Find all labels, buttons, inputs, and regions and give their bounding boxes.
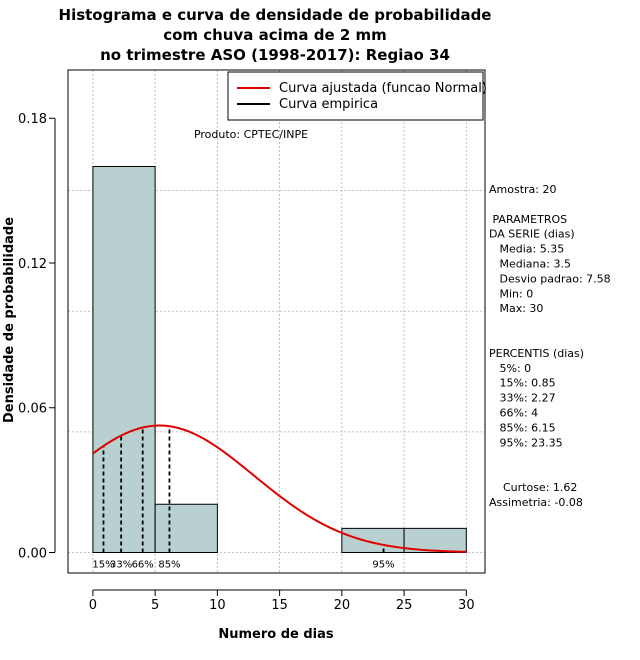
percentile-label-1: 33% [110,559,132,570]
histogram-bar-0 [92,165,156,553]
legend-box [227,71,484,121]
x-tick-label-4: 20 [334,598,351,613]
chart-title-line-2: com chuva acima de 2 mm [163,26,387,44]
side-annotation-12: 5%: 0 [489,362,531,375]
product-credit: Produto: CPTEC/INPE [194,128,308,141]
side-annotation-20: Curtose: 1.62 [489,481,577,494]
legend-label-fitted: Curva ajustada (funcao Normal) [279,81,487,96]
side-annotation-8: Max: 30 [489,302,543,315]
side-annotation-21: Assimetria: -0.08 [489,496,583,509]
histogram-bar-1 [154,503,218,553]
axes-layer: 0 5 10 15 20 25 30 0.00 0.06 0.12 0.18 [18,112,475,613]
side-annotation-4: Media: 5.35 [489,243,564,256]
histogram-bar-4 [341,527,405,553]
histogram-bar-5 [403,527,467,553]
side-annotation-2: PARAMETROS [489,213,567,226]
x-tick-label-5: 25 [396,598,413,613]
y-axis-label: Densidade de probabilidade [2,217,17,423]
y-tick-label-0: 0.00 [18,546,47,561]
legend-label-empirical: Curva empirica [279,97,378,112]
side-annotation-14: 33%: 2.27 [489,392,556,405]
fitted-curve-line [92,424,467,553]
side-annotations: Amostra: 20 PARAMETROS DA SERIE (dias) Me… [489,183,611,509]
chart-title-line-1: Histograma e curva de densidade de proba… [59,6,492,24]
percentile-label-0: 15% [92,559,114,570]
y-tick-label-2: 0.12 [18,257,47,272]
side-annotation-7: Min: 0 [489,287,533,300]
side-annotation-13: 15%: 0.85 [489,377,556,390]
percentile-label-4: 95% [372,559,394,570]
chart-title-line-3: no trimestre ASO (1998-2017): Regiao 34 [100,46,450,64]
side-annotation-5: Mediana: 3.5 [489,258,571,271]
x-tick-label-1: 5 [151,598,159,613]
x-tick-label-6: 30 [458,598,475,613]
side-annotation-0: Amostra: 20 [489,183,556,196]
side-annotation-16: 85%: 6.15 [489,421,556,434]
percentile-lines: 15%33% 66% 85% 95% [92,426,395,570]
x-tick-label-0: 0 [89,598,97,613]
side-annotation-17: 95%: 23.35 [489,436,563,449]
percentile-label-2: 66% [132,559,154,570]
legend: Curva ajustada (funcao Normal) Curva emp… [227,71,487,121]
x-axis-label: Numero de dias [218,627,334,642]
y-tick-label-1: 0.06 [18,402,47,417]
percentile-label-3: 85% [158,559,180,570]
x-tick-label-2: 10 [209,598,226,613]
side-annotation-15: 66%: 4 [489,407,538,420]
side-annotation-6: Desvio padrao: 7.58 [489,272,611,285]
y-tick-label-3: 0.18 [18,112,47,127]
x-tick-label-3: 15 [271,598,288,613]
fitted-curve-layer [92,424,467,553]
plot-frame [67,69,486,574]
side-annotation-3: DA SERIE (dias) [489,228,575,241]
side-annotation-11: PERCENTIS (dias) [489,347,584,360]
